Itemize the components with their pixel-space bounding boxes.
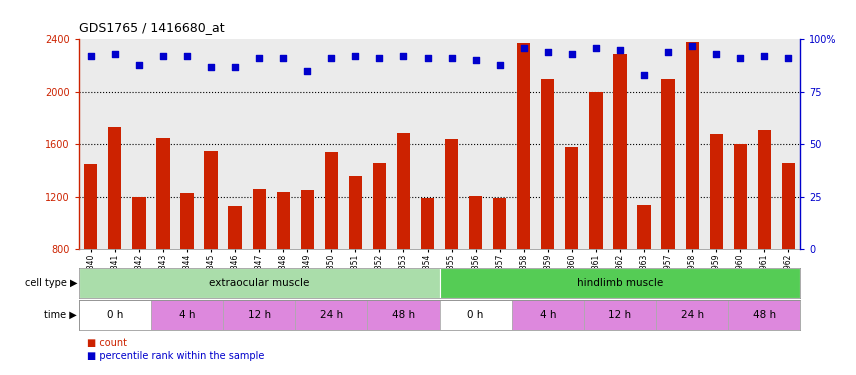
- Bar: [584, 300, 656, 330]
- Bar: [348, 176, 362, 249]
- Bar: [589, 92, 603, 249]
- Bar: [157, 138, 169, 249]
- Bar: [276, 192, 290, 249]
- Text: 12 h: 12 h: [609, 310, 632, 320]
- Point: [84, 53, 98, 59]
- Bar: [181, 193, 193, 249]
- Bar: [493, 198, 506, 249]
- Point: [758, 53, 771, 59]
- Text: 48 h: 48 h: [752, 310, 776, 320]
- Text: 12 h: 12 h: [247, 310, 270, 320]
- Bar: [373, 163, 386, 249]
- Point: [229, 64, 242, 70]
- Point: [205, 64, 218, 70]
- Text: 0 h: 0 h: [107, 310, 123, 320]
- Bar: [758, 130, 771, 249]
- Bar: [512, 300, 584, 330]
- Text: ■ percentile rank within the sample: ■ percentile rank within the sample: [87, 351, 265, 361]
- Bar: [782, 163, 795, 249]
- Text: 0 h: 0 h: [467, 310, 484, 320]
- Bar: [324, 152, 338, 249]
- Point: [517, 45, 531, 51]
- Text: 48 h: 48 h: [392, 310, 415, 320]
- Text: 4 h: 4 h: [539, 310, 556, 320]
- Point: [469, 57, 483, 63]
- Bar: [295, 300, 367, 330]
- Bar: [367, 300, 440, 330]
- Bar: [469, 196, 482, 249]
- Bar: [734, 144, 746, 249]
- Point: [276, 55, 290, 61]
- Bar: [710, 134, 722, 249]
- Point: [445, 55, 459, 61]
- Point: [613, 47, 627, 53]
- Point: [637, 72, 651, 78]
- Point: [108, 51, 122, 57]
- Text: cell type ▶: cell type ▶: [25, 278, 77, 288]
- Point: [324, 55, 338, 61]
- Point: [686, 43, 699, 49]
- Bar: [565, 147, 579, 249]
- Point: [253, 55, 266, 61]
- Point: [565, 51, 579, 57]
- Bar: [151, 300, 223, 330]
- Bar: [541, 79, 555, 249]
- Bar: [728, 300, 800, 330]
- Bar: [205, 151, 217, 249]
- Point: [782, 55, 795, 61]
- Bar: [253, 189, 265, 249]
- Bar: [79, 268, 440, 298]
- Bar: [517, 44, 531, 249]
- Text: ■ count: ■ count: [87, 338, 128, 348]
- Bar: [397, 133, 410, 249]
- Bar: [84, 164, 98, 249]
- Point: [180, 53, 193, 59]
- Point: [372, 55, 386, 61]
- Bar: [686, 42, 698, 249]
- Text: 4 h: 4 h: [179, 310, 195, 320]
- Bar: [638, 205, 651, 249]
- Bar: [440, 300, 512, 330]
- Bar: [79, 300, 151, 330]
- Bar: [108, 128, 122, 249]
- Bar: [662, 79, 675, 249]
- Text: extraocular muscle: extraocular muscle: [209, 278, 309, 288]
- Text: time ▶: time ▶: [45, 310, 77, 320]
- Point: [589, 45, 603, 51]
- Point: [156, 53, 169, 59]
- Point: [348, 53, 362, 59]
- Bar: [614, 54, 627, 249]
- Text: GDS1765 / 1416680_at: GDS1765 / 1416680_at: [79, 21, 224, 34]
- Point: [541, 49, 555, 55]
- Bar: [421, 198, 434, 249]
- Bar: [133, 197, 146, 249]
- Bar: [300, 190, 314, 249]
- Text: 24 h: 24 h: [681, 310, 704, 320]
- Point: [396, 53, 410, 59]
- Bar: [656, 300, 728, 330]
- Bar: [440, 268, 800, 298]
- Bar: [229, 206, 241, 249]
- Point: [300, 68, 314, 74]
- Point: [734, 55, 747, 61]
- Point: [493, 62, 507, 68]
- Point: [132, 62, 146, 68]
- Text: hindlimb muscle: hindlimb muscle: [577, 278, 663, 288]
- Bar: [223, 300, 295, 330]
- Point: [710, 51, 723, 57]
- Text: 24 h: 24 h: [320, 310, 343, 320]
- Bar: [445, 139, 458, 249]
- Point: [420, 55, 434, 61]
- Point: [661, 49, 675, 55]
